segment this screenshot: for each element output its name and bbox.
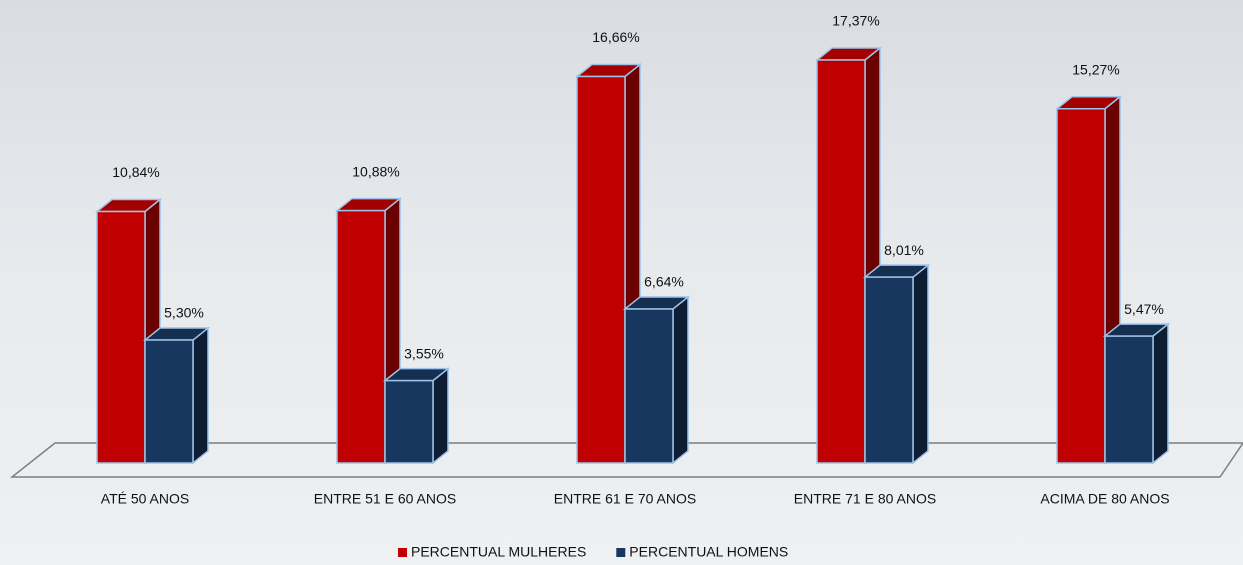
data-label: 15,27% xyxy=(1072,61,1119,77)
legend-swatch xyxy=(398,548,407,557)
data-label: 6,64% xyxy=(644,274,684,290)
bar-face xyxy=(1153,324,1168,463)
bar-face xyxy=(673,297,688,463)
x-tick-label: ENTRE 51 E 60 ANOS xyxy=(314,491,456,507)
legend-label: PERCENTUAL MULHERES xyxy=(411,544,586,560)
bar-face xyxy=(817,60,865,463)
bar-face xyxy=(385,381,433,463)
x-tick-label: ENTRE 61 E 70 ANOS xyxy=(554,491,696,507)
data-label: 5,30% xyxy=(164,305,204,321)
bar-face xyxy=(193,328,208,463)
bar xyxy=(865,265,928,463)
bar-face xyxy=(577,76,625,463)
bar-face xyxy=(1057,109,1105,463)
bar-face xyxy=(625,309,673,463)
bar-face xyxy=(1105,336,1153,463)
bar-face xyxy=(145,340,193,463)
data-label: 10,84% xyxy=(112,164,159,180)
x-tick-label: ATÉ 50 ANOS xyxy=(101,491,189,507)
bar xyxy=(385,369,448,463)
bar-face xyxy=(433,369,448,463)
chart: ATÉ 50 ANOS 10,84% 5,30% ENTRE 51 E 60 ANOS… xyxy=(0,0,1243,565)
bar xyxy=(145,328,208,463)
x-tick-label: ACIMA DE 80 ANOS xyxy=(1040,491,1169,507)
data-label: 17,37% xyxy=(832,13,879,29)
data-label: 5,47% xyxy=(1124,301,1164,317)
legend-swatch xyxy=(616,548,625,557)
x-tick-label: ENTRE 71 E 80 ANOS xyxy=(794,491,936,507)
bar xyxy=(1105,324,1168,463)
bar-face xyxy=(913,265,928,463)
legend-label: PERCENTUAL HOMENS xyxy=(629,544,788,560)
bar-face xyxy=(337,211,385,463)
data-label: 10,88% xyxy=(352,163,399,179)
data-label: 3,55% xyxy=(404,345,444,361)
data-label: 8,01% xyxy=(884,242,924,258)
bar-face xyxy=(865,277,913,463)
data-label: 16,66% xyxy=(592,29,639,45)
bar xyxy=(625,297,688,463)
bar-face xyxy=(97,212,145,463)
